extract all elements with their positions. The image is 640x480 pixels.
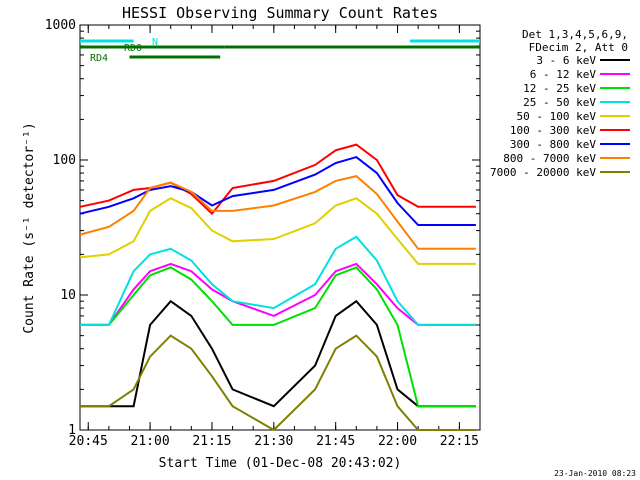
y-tick-label: 10 [60,288,76,303]
legend-entry-label: 50 - 100 keV [517,110,597,123]
legend-entry-label: 300 - 800 keV [510,138,596,151]
legend-entry-label: 7000 - 20000 keV [490,166,596,179]
y-tick-label: 1 [68,423,76,438]
x-tick-label: 21:30 [254,434,293,449]
series-line-5 [79,143,476,216]
legend: Det 1,3,4,5,6,9,FDecim 2, Att 03 - 6 keV… [490,28,630,179]
series-line-6 [79,155,476,226]
legend-entry-label: 3 - 6 keV [536,54,596,67]
legend-entry-label: 6 - 12 keV [530,68,597,81]
series-line-4 [79,197,476,265]
legend-entry-label: 800 - 7000 keV [503,152,596,165]
series-line-8 [80,334,476,432]
series-line-2 [80,266,476,408]
flag-label-rd4: RD4 [90,53,108,64]
timestamp: 23-Jan-2010 08:23 [554,469,636,478]
x-tick-label: 22:15 [440,434,479,449]
y-tick-label: 100 [53,153,76,168]
plot-frame [79,24,481,431]
plot-area: 20:45 21:00 21:15 21:30 21:45 22:00 22:15 1 10 10… [45,18,481,449]
x-tick-label: 21:00 [131,434,170,449]
flag-label-rd0: RD0 [124,43,142,54]
flag-label-n: N [152,37,158,48]
legend-header-line: Det 1,3,4,5,6,9, [522,28,628,41]
series-line-3 [80,235,476,326]
y-tick-label: 1000 [45,18,76,33]
legend-entry-label: 100 - 300 keV [510,124,596,137]
series-line-0 [80,299,476,408]
legend-entry-label: 25 - 50 keV [523,96,596,109]
series-line-1 [80,262,476,326]
x-tick-label: 20:45 [69,434,108,449]
x-tick-label: 21:15 [192,434,231,449]
x-tick-label: 22:00 [378,434,417,449]
legend-entry-label: 12 - 25 keV [523,82,596,95]
x-axis-label: Start Time (01-Dec-08 20:43:02) [159,456,402,471]
legend-header-line: FDecim 2, Att 0 [529,41,628,54]
x-tick-label: 21:45 [316,434,355,449]
y-axis-label: Count Rate (s⁻¹ detector⁻¹) [22,122,37,333]
chart-title: HESSI Observing Summary Count Rates [122,4,438,22]
series-line-7 [79,175,476,250]
